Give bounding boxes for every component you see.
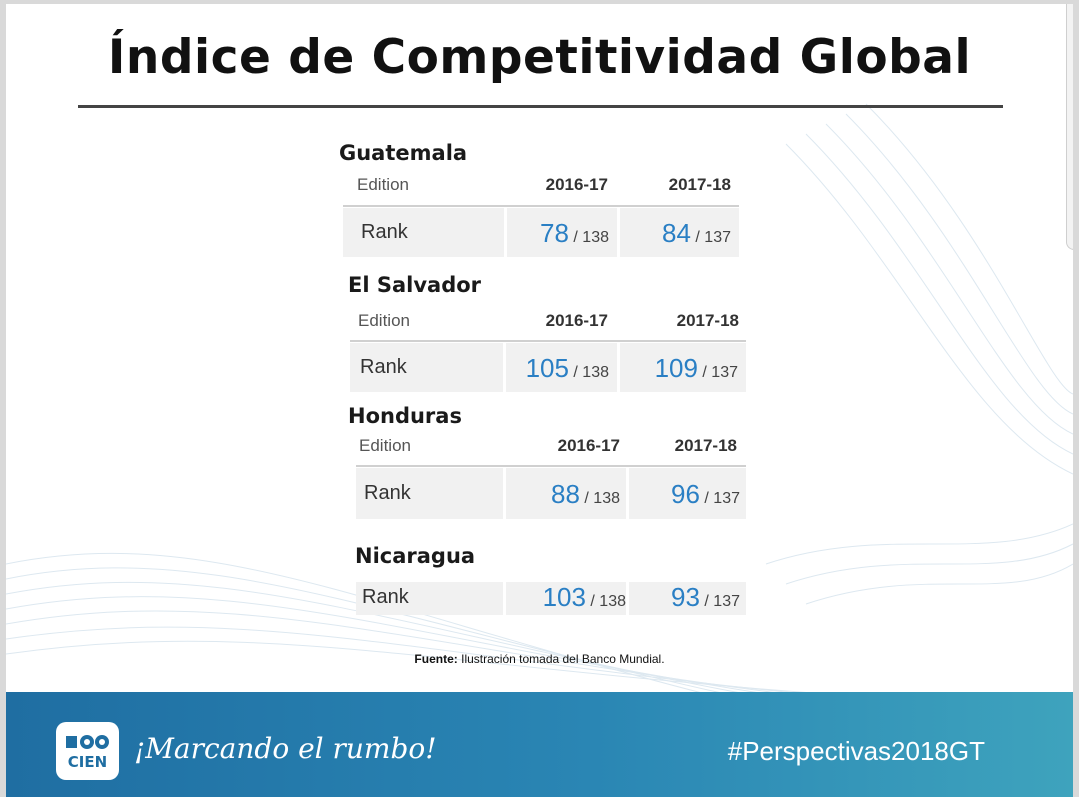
rank-cell: 93 / 137 — [629, 582, 746, 615]
slogan: ¡Marcando el rumbo! — [134, 732, 437, 765]
title-divider — [78, 105, 1003, 108]
rank-cell: 78 / 138 — [507, 208, 617, 257]
edition-label: Edition — [357, 175, 409, 194]
row-divider — [356, 465, 746, 467]
rank-value: 103 / 138 — [542, 582, 626, 612]
rank-cell: 96 / 137 — [629, 468, 746, 519]
rank-value: 78 / 138 — [540, 218, 609, 248]
svg-text:CIEN: CIEN — [68, 753, 107, 771]
year-header: 2017-18 — [674, 436, 737, 455]
source-label: Fuente: — [414, 652, 458, 666]
rank-cell: Rank — [356, 582, 503, 615]
rank-cell: 109 / 137 — [620, 343, 746, 392]
rank-value: 88 / 138 — [551, 479, 620, 509]
year-header: 2016-17 — [545, 311, 608, 330]
year-header: 2016-17 — [545, 175, 608, 194]
rank-value: 109 / 137 — [654, 353, 738, 383]
cien-logo-icon: CIEN — [66, 735, 109, 771]
cien-logo: CIEN — [56, 722, 119, 780]
rank-cell: Rank — [356, 468, 503, 519]
year-header: 2016-17 — [557, 436, 620, 455]
rank-cell: Rank — [343, 208, 504, 257]
row-divider — [350, 340, 746, 342]
rank-label: Rank — [360, 356, 407, 378]
rank-cell: 84 / 137 — [620, 208, 739, 257]
country-heading: Honduras — [348, 404, 462, 428]
rank-value: 96 / 137 — [671, 479, 740, 509]
country-heading: Nicaragua — [355, 544, 476, 568]
row-divider — [343, 205, 739, 207]
background-waves — [6, 103, 1073, 695]
source-text: Ilustración tomada del Banco Mundial. — [461, 652, 665, 666]
year-header: 2017-18 — [676, 311, 739, 330]
source-note: Fuente: Ilustración tomada del Banco Mun… — [6, 652, 1073, 666]
country-heading: El Salvador — [348, 273, 482, 297]
rank-value: 93 / 137 — [671, 582, 740, 612]
rank-value: 84 / 137 — [662, 218, 731, 248]
rank-label: Rank — [362, 586, 409, 608]
rank-value: 105 / 138 — [525, 353, 609, 383]
rank-label: Rank — [364, 482, 411, 504]
edition-label: Edition — [359, 436, 411, 455]
year-header: 2017-18 — [668, 175, 731, 194]
edition-label: Edition — [358, 311, 410, 330]
rank-cell: 105 / 138 — [506, 343, 617, 392]
page-curl-edge — [1066, 4, 1073, 250]
rank-cell: 103 / 138 — [506, 582, 626, 615]
hashtag: #Perspectivas2018GT — [727, 736, 985, 766]
slide: Índice de Competitividad Global Guatemal… — [6, 4, 1073, 797]
slide-title: Índice de Competitividad Global — [107, 30, 972, 85]
footer-banner: CIEN ¡Marcando el rumbo! #Perspectivas20… — [6, 692, 1073, 797]
rank-cell: 88 / 138 — [506, 468, 626, 519]
rank-label: Rank — [361, 221, 408, 243]
country-heading: Guatemala — [339, 141, 468, 165]
rank-cell: Rank — [350, 343, 503, 392]
